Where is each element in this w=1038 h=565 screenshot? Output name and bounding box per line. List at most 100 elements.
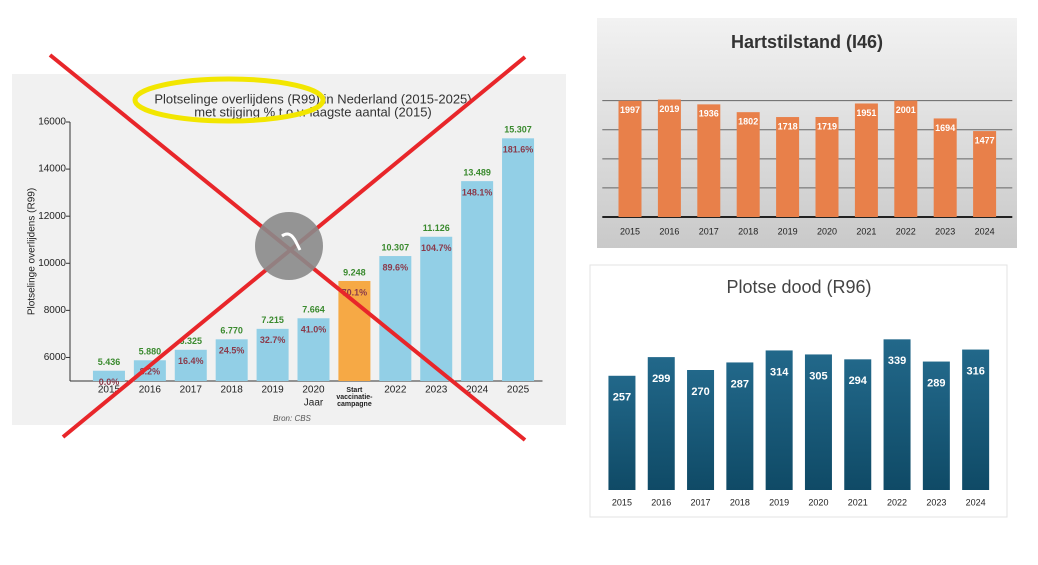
icon-glyph bbox=[281, 232, 302, 251]
bar bbox=[297, 318, 330, 381]
value-label: 1997 bbox=[620, 105, 640, 115]
bar bbox=[922, 361, 950, 490]
x-tick-label: 2024 bbox=[966, 497, 986, 507]
bar bbox=[844, 359, 872, 490]
x-tick-label: 2015 bbox=[98, 385, 121, 396]
x-tick-label: 2019 bbox=[769, 497, 789, 507]
value-label: 1936 bbox=[699, 109, 719, 119]
x-tick-label: 2017 bbox=[180, 385, 203, 396]
value-label: 1694 bbox=[935, 123, 955, 133]
x-tick-label: 2016 bbox=[651, 497, 671, 507]
growth-label: 104.7% bbox=[421, 243, 452, 253]
x-axis-label: Jaar bbox=[304, 398, 324, 409]
bar bbox=[854, 103, 878, 217]
value-label: 1802 bbox=[738, 117, 758, 127]
value-label: 10.307 bbox=[382, 242, 410, 252]
x-tick-label: 2015 bbox=[620, 226, 640, 236]
x-tick-label: 2024 bbox=[975, 226, 995, 236]
bar bbox=[697, 104, 721, 217]
bar bbox=[608, 375, 636, 490]
x-tick-label: 2016 bbox=[659, 226, 679, 236]
value-label: 6.325 bbox=[180, 336, 203, 346]
bar bbox=[804, 354, 832, 490]
value-label: 1718 bbox=[778, 121, 798, 131]
value-label: 9.248 bbox=[343, 267, 366, 277]
value-label: 287 bbox=[731, 378, 749, 390]
x-tick-label: 2021 bbox=[848, 497, 868, 507]
highlight bbox=[132, 76, 326, 124]
charts: Plotselinge overlijdens (R99) in Nederla… bbox=[27, 32, 1013, 507]
bar bbox=[962, 349, 990, 490]
x-tick-label: 2025 bbox=[507, 385, 530, 396]
value-label: 2001 bbox=[896, 105, 916, 115]
bar bbox=[687, 370, 715, 490]
chart-title: Plotse dood (R96) bbox=[726, 277, 871, 297]
y-tick-label: 8000 bbox=[44, 305, 67, 316]
bar bbox=[883, 339, 911, 490]
value-label: 270 bbox=[691, 386, 709, 398]
x-tick-label: 2024 bbox=[466, 385, 489, 396]
x-tick-label: 2018 bbox=[738, 226, 758, 236]
value-label: 314 bbox=[770, 366, 789, 378]
growth-label: 41.0% bbox=[301, 325, 327, 335]
source: Bron: CBS bbox=[273, 414, 311, 423]
growth-label: 8.2% bbox=[140, 367, 161, 377]
x-tick-label: 2022 bbox=[384, 385, 407, 396]
x-tick-label: 2022 bbox=[896, 226, 916, 236]
x-tick-label: 2023 bbox=[926, 497, 946, 507]
x-tick-label: 2018 bbox=[730, 497, 750, 507]
chart-title: Plotselinge overlijdens (R99) in Nederla… bbox=[154, 91, 471, 106]
x-tick-label: 2020 bbox=[817, 226, 837, 236]
bar bbox=[174, 349, 207, 381]
x-tick-label: 2023 bbox=[935, 226, 955, 236]
y-tick-label: 14000 bbox=[38, 164, 66, 175]
y-axis-label: Plotselinge overlijdens (R99) bbox=[27, 188, 38, 315]
value-label: 257 bbox=[613, 392, 631, 404]
bar bbox=[657, 99, 681, 217]
bar bbox=[815, 116, 839, 217]
x-tick-label: 2015 bbox=[612, 497, 632, 507]
bar bbox=[379, 256, 412, 381]
growth-label: 181.6% bbox=[503, 145, 534, 155]
y-tick-label: 16000 bbox=[38, 117, 66, 128]
growth-label: 89.6% bbox=[383, 262, 409, 272]
bar bbox=[502, 138, 535, 381]
x-tick-label: 2023 bbox=[425, 385, 448, 396]
x-tick-label: 2019 bbox=[778, 226, 798, 236]
bar bbox=[776, 117, 800, 217]
x-tick-label: 2021 bbox=[856, 226, 876, 236]
growth-label: 70.1% bbox=[342, 287, 368, 297]
play-icon bbox=[255, 212, 323, 280]
value-label: 1951 bbox=[856, 108, 876, 118]
bar bbox=[256, 328, 289, 381]
bar bbox=[894, 100, 918, 217]
value-label: 11.126 bbox=[423, 223, 450, 233]
x-tick-label: 2017 bbox=[691, 497, 711, 507]
value-label: 339 bbox=[888, 355, 906, 367]
value-label: 1477 bbox=[975, 135, 995, 145]
y-tick-label: 6000 bbox=[44, 352, 67, 363]
bar bbox=[736, 112, 760, 217]
bar bbox=[973, 131, 997, 217]
value-label: 7.215 bbox=[261, 315, 284, 325]
bar bbox=[618, 100, 642, 217]
value-label: 1719 bbox=[817, 121, 837, 131]
bar bbox=[726, 362, 754, 490]
bar bbox=[461, 181, 494, 381]
growth-label: 24.5% bbox=[219, 346, 245, 356]
bar bbox=[647, 357, 675, 490]
value-label: 294 bbox=[849, 375, 868, 387]
x-tick-label: 2019 bbox=[261, 385, 284, 396]
x-tick-label: 2018 bbox=[221, 385, 244, 396]
bar bbox=[92, 370, 125, 381]
value-label: 316 bbox=[966, 365, 984, 377]
growth-label: 0.0% bbox=[99, 377, 120, 387]
value-label: 305 bbox=[809, 370, 827, 382]
value-label: 289 bbox=[927, 377, 945, 389]
bar bbox=[338, 280, 371, 381]
value-label: 6.770 bbox=[220, 326, 243, 336]
value-label: 299 bbox=[652, 373, 670, 385]
growth-label: 32.7% bbox=[260, 335, 286, 345]
y-tick-label: 10000 bbox=[38, 258, 66, 269]
